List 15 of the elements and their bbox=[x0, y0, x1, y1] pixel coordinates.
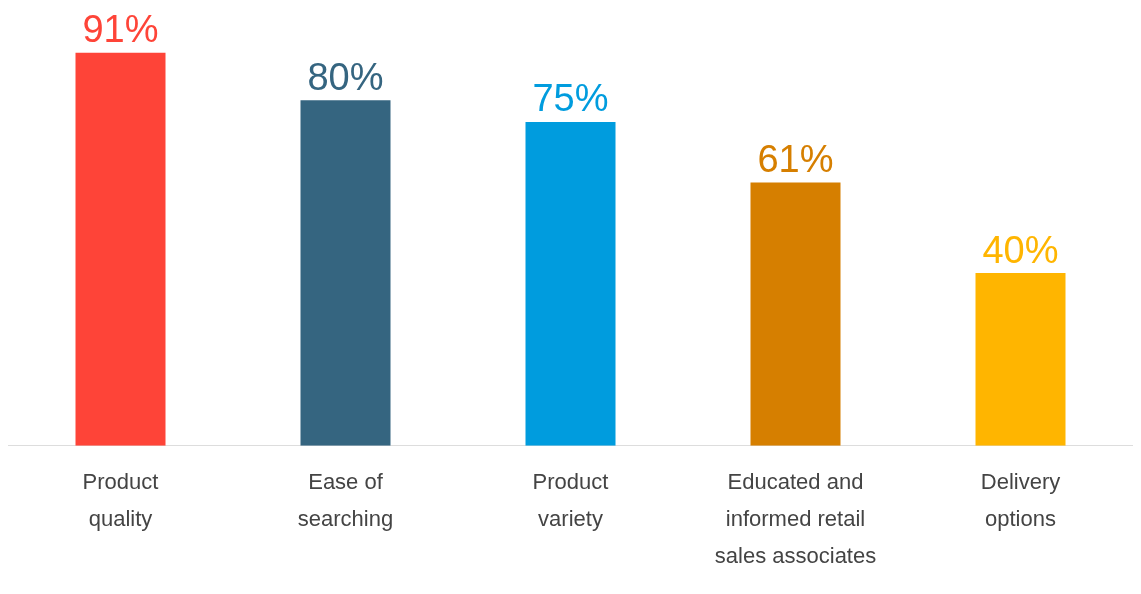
bar bbox=[75, 52, 166, 446]
x-tick-label: Product quality bbox=[82, 468, 159, 531]
data-label: 61% bbox=[757, 137, 834, 180]
x-tick-label: Product variety bbox=[532, 468, 609, 531]
bar bbox=[525, 121, 616, 446]
data-label: 40% bbox=[982, 228, 1059, 271]
x-tick-label: Delivery options bbox=[980, 468, 1061, 531]
bar bbox=[975, 273, 1066, 446]
data-label: 80% bbox=[307, 55, 384, 98]
data-label: 75% bbox=[532, 77, 609, 120]
x-tick-label: Educated and informed retail sales associates bbox=[714, 468, 877, 569]
bar bbox=[300, 100, 391, 446]
x-tick-label: Ease of searching bbox=[297, 468, 394, 531]
data-label: 91% bbox=[82, 8, 159, 51]
bar bbox=[750, 182, 841, 446]
